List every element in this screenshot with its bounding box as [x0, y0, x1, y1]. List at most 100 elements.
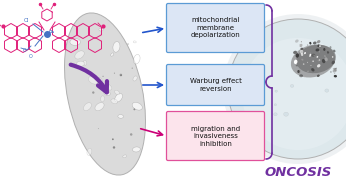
Ellipse shape	[97, 78, 103, 85]
Ellipse shape	[325, 47, 328, 51]
Ellipse shape	[301, 41, 302, 42]
Ellipse shape	[317, 64, 320, 67]
Ellipse shape	[130, 133, 133, 136]
Ellipse shape	[295, 53, 299, 58]
Ellipse shape	[303, 76, 305, 77]
Ellipse shape	[316, 48, 319, 51]
Ellipse shape	[317, 56, 318, 58]
Ellipse shape	[131, 67, 133, 69]
Ellipse shape	[297, 70, 300, 73]
Ellipse shape	[333, 69, 337, 73]
Ellipse shape	[99, 28, 103, 31]
Text: migration and
invasiveness
inhibition: migration and invasiveness inhibition	[191, 125, 240, 146]
Ellipse shape	[293, 51, 297, 54]
Ellipse shape	[133, 41, 136, 43]
Ellipse shape	[296, 45, 336, 73]
Ellipse shape	[318, 60, 320, 61]
Ellipse shape	[134, 108, 135, 110]
Ellipse shape	[323, 48, 326, 51]
Ellipse shape	[327, 51, 329, 54]
Text: O: O	[29, 54, 33, 59]
Ellipse shape	[83, 60, 86, 65]
Ellipse shape	[325, 57, 328, 61]
Ellipse shape	[336, 68, 337, 69]
Ellipse shape	[319, 59, 320, 61]
Ellipse shape	[322, 59, 325, 63]
Ellipse shape	[330, 46, 331, 49]
Text: Cl: Cl	[24, 18, 29, 23]
Ellipse shape	[134, 54, 140, 64]
Ellipse shape	[307, 44, 308, 46]
Ellipse shape	[296, 65, 298, 66]
Ellipse shape	[133, 76, 137, 81]
Ellipse shape	[114, 73, 115, 74]
FancyBboxPatch shape	[166, 4, 264, 53]
Ellipse shape	[132, 102, 142, 110]
Ellipse shape	[307, 62, 308, 63]
Ellipse shape	[295, 40, 299, 43]
Ellipse shape	[302, 63, 304, 65]
Ellipse shape	[308, 62, 309, 63]
Ellipse shape	[83, 103, 91, 111]
Ellipse shape	[301, 59, 303, 61]
Ellipse shape	[257, 85, 262, 88]
Text: mitochondrial
membrane
depolarization: mitochondrial membrane depolarization	[191, 18, 240, 39]
Ellipse shape	[300, 44, 302, 47]
Ellipse shape	[75, 51, 84, 59]
Ellipse shape	[333, 50, 336, 52]
Ellipse shape	[106, 84, 112, 90]
FancyBboxPatch shape	[166, 112, 264, 160]
Ellipse shape	[332, 56, 334, 58]
Ellipse shape	[325, 89, 329, 92]
Ellipse shape	[303, 64, 304, 65]
Ellipse shape	[331, 61, 335, 64]
Text: Os: Os	[48, 30, 55, 34]
Ellipse shape	[102, 76, 104, 77]
Ellipse shape	[334, 73, 335, 74]
Ellipse shape	[330, 71, 331, 73]
Ellipse shape	[101, 96, 104, 102]
Ellipse shape	[120, 74, 122, 76]
Ellipse shape	[275, 90, 277, 92]
Ellipse shape	[298, 53, 299, 54]
Ellipse shape	[118, 115, 124, 118]
Ellipse shape	[274, 104, 276, 106]
Ellipse shape	[317, 40, 320, 43]
Ellipse shape	[299, 74, 303, 77]
Ellipse shape	[123, 155, 127, 158]
Ellipse shape	[300, 48, 303, 50]
Ellipse shape	[309, 55, 311, 57]
Ellipse shape	[274, 113, 277, 116]
Ellipse shape	[307, 70, 309, 72]
FancyBboxPatch shape	[166, 64, 264, 105]
Ellipse shape	[309, 42, 311, 45]
Ellipse shape	[321, 41, 322, 42]
Ellipse shape	[228, 19, 346, 159]
Ellipse shape	[284, 112, 289, 116]
Ellipse shape	[317, 56, 318, 57]
Text: ONCOSIS: ONCOSIS	[264, 167, 331, 180]
Ellipse shape	[317, 74, 320, 77]
Ellipse shape	[87, 148, 92, 155]
Ellipse shape	[64, 13, 145, 175]
Ellipse shape	[70, 39, 81, 45]
Ellipse shape	[317, 44, 320, 47]
Ellipse shape	[111, 53, 114, 56]
Ellipse shape	[304, 52, 306, 54]
Ellipse shape	[295, 65, 296, 66]
Ellipse shape	[119, 74, 122, 76]
Ellipse shape	[334, 75, 337, 77]
Ellipse shape	[300, 50, 303, 54]
Ellipse shape	[319, 45, 321, 47]
Ellipse shape	[311, 68, 315, 71]
Ellipse shape	[310, 53, 311, 54]
Ellipse shape	[310, 54, 311, 56]
Ellipse shape	[113, 146, 115, 149]
Ellipse shape	[127, 43, 129, 45]
Ellipse shape	[95, 103, 104, 111]
Ellipse shape	[262, 119, 265, 121]
Ellipse shape	[327, 48, 330, 52]
Ellipse shape	[324, 55, 326, 57]
Ellipse shape	[104, 91, 110, 95]
Ellipse shape	[223, 14, 346, 164]
